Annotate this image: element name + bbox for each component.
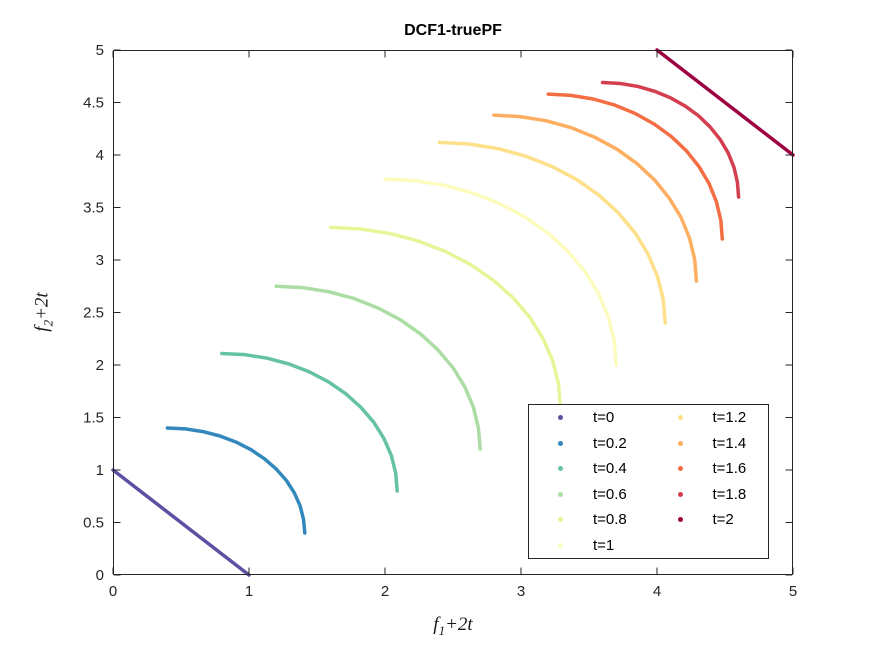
legend-label: t=1.4 [712,434,747,452]
series-t=0.8 [328,225,563,409]
legend-label: t=1.2 [712,409,747,427]
legend-item-t=1.4: t=1.4 [649,436,769,451]
legend-marker-dot [677,491,683,497]
x-tick-label: 0 [109,583,117,600]
y-tick-label: 0 [96,567,104,584]
legend: t=0 t=0.2 t=0.4 t=0.6 t=0.8 t=1 t=1.2 t=1.4 t=1.… [528,404,769,559]
y-tick-label: 2 [96,357,104,374]
series-t=0 [111,468,251,577]
legend-item-t=1: t=1 [529,538,649,553]
legend-label: t=1.6 [712,460,747,478]
legend-item-t=0.4: t=0.4 [529,461,649,476]
chart-title: DCF1-truePF [404,22,502,39]
legend-label: t=0.2 [593,434,627,452]
legend-marker-dot [677,466,683,472]
series-t=0.6 [274,284,482,451]
y-tick-label: 1 [96,462,104,479]
legend-item-t=0.8: t=0.8 [529,512,649,527]
y-axis-label-suffix: +2t [31,292,53,320]
series-t=1.2 [437,140,667,325]
series-t=0.4 [220,351,399,493]
legend-marker-dot [558,466,563,472]
y-axis-label-sub: 2 [40,319,56,327]
legend-item-t=1.8: t=1.8 [649,487,769,502]
x-axis-label: f1+2t [113,614,793,639]
legend-marker-dot [677,440,683,446]
y-axis-label: f2+2t [32,292,57,331]
legend-label: t=0.4 [593,460,627,478]
y-tick-label: 0.5 [83,515,104,532]
legend-item-t=0: t=0 [529,410,649,425]
legend-marker-dot [677,415,683,421]
y-tick-label: 5 [96,42,104,59]
x-tick-label: 1 [245,583,253,600]
y-tick-label: 3 [96,252,104,269]
legend-label: t=0.6 [593,485,627,503]
legend-marker-dot [558,491,563,497]
legend-label: t=1 [593,536,615,554]
plot-area: 0 1 2 3 4 5 0 0.5 1 1.5 2 2.5 3 3.5 4 4.5 5 [83,42,797,600]
legend-marker-dot [558,440,563,446]
x-axis-label-sub: 1 [438,622,446,638]
x-axis-label-var: f [433,614,439,635]
series-t=1.6 [546,92,725,241]
x-axis-label-suffix: +2t [445,614,473,635]
x-tick-label: 2 [381,583,389,600]
legend-marker-dot [558,542,563,548]
y-axis-label-var: f [31,326,53,332]
legend-item-t=0.2: t=0.2 [529,436,649,451]
series-t=0.2 [165,426,307,535]
legend-label: t=0.8 [593,511,627,529]
legend-label: t=2 [712,511,734,529]
legend-item-t=1.2: t=1.2 [649,410,769,425]
legend-item-t=2: t=2 [649,512,769,527]
plot-svg: 0 1 2 3 4 5 0 0.5 1 1.5 2 2.5 3 3.5 4 4.5 5 [83,42,797,600]
x-tick-label: 3 [517,583,525,600]
legend-item-t=1.6: t=1.6 [649,461,769,476]
series-t=1 [383,177,618,367]
legend-marker-dot [558,517,563,523]
legend-marker-dot [558,415,563,421]
legend-item-t=0.6: t=0.6 [529,487,649,502]
series-t=1.8 [600,80,741,199]
x-tick-label: 5 [789,583,797,600]
y-tick-label: 4.5 [83,95,104,112]
legend-label: t=1.8 [712,485,747,503]
legend-marker-dot [677,517,683,523]
y-tick-label: 4 [96,147,104,164]
y-tick-label: 1.5 [83,410,104,427]
series-t=1.4 [492,113,699,283]
series-t=2 [655,48,795,157]
y-tick-label: 3.5 [83,200,104,217]
y-tick-label: 2.5 [83,305,104,322]
legend-label: t=0 [593,409,615,427]
axes-box [113,50,793,575]
x-tick-label: 4 [653,583,661,600]
